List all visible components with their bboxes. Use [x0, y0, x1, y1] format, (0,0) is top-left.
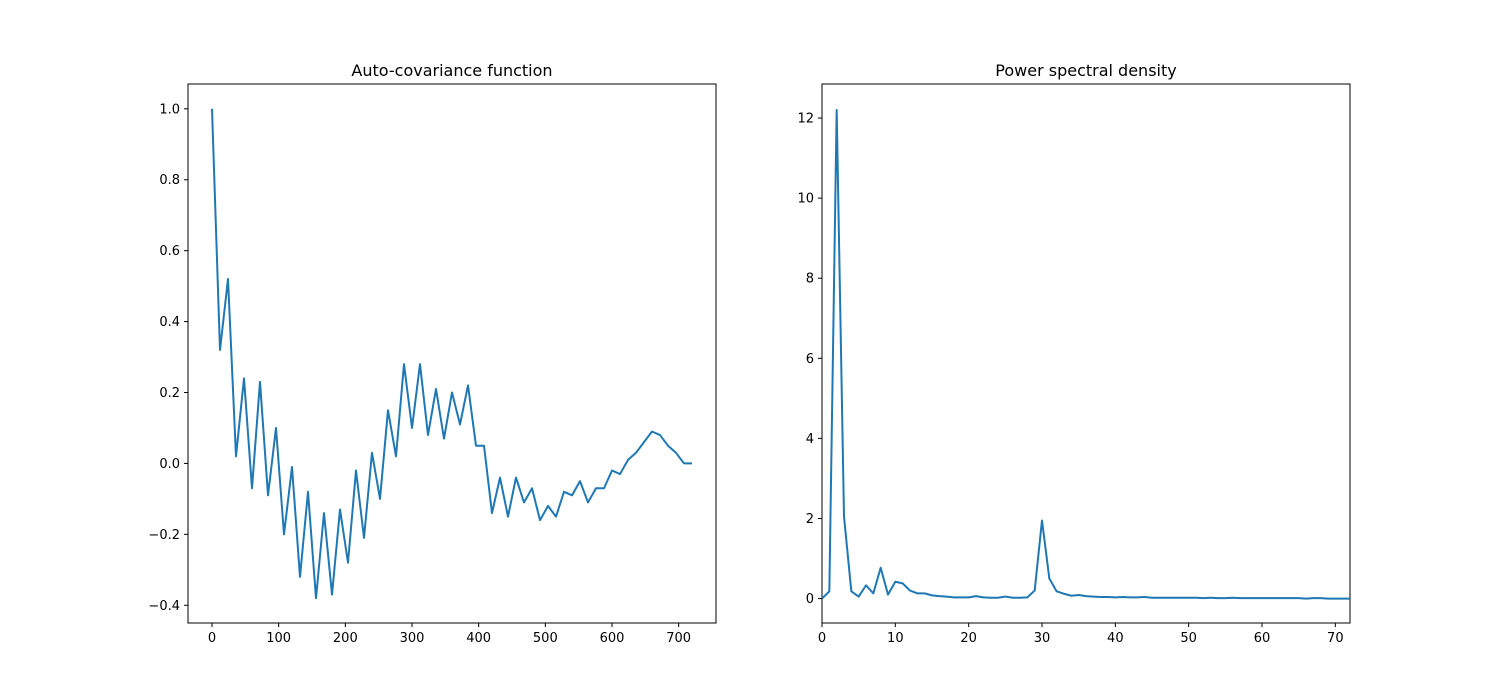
psd-x-tick-label: 30 — [1034, 631, 1051, 646]
psd-y-tick-label: 6 — [806, 352, 814, 367]
acf-y-tick-label: 0.2 — [159, 386, 180, 401]
psd-x-tick-label: 10 — [887, 631, 904, 646]
psd-axes-frame — [821, 83, 1351, 624]
acf-x-tick-label: 200 — [333, 631, 358, 646]
acf-y-tick-label: −0.2 — [148, 528, 180, 543]
psd-y-tick-label: 4 — [806, 432, 814, 447]
psd-x-tick-label: 40 — [1107, 631, 1124, 646]
acf-y-axis: −0.4 −0.2 0.0 0.2 0.4 0.6 0.8 1.0 — [148, 102, 188, 614]
acf-y-tick-label: 0.6 — [159, 244, 180, 259]
psd-y-tick-label: 8 — [806, 272, 814, 287]
acf-x-tick-label: 0 — [208, 631, 216, 646]
acf-y-tick-label: 0.0 — [159, 457, 180, 472]
psd-x-tick-label: 0 — [818, 631, 826, 646]
acf-x-tick-label: 600 — [600, 631, 625, 646]
psd-x-tick-label: 60 — [1254, 631, 1271, 646]
acf-x-tick-label: 500 — [533, 631, 558, 646]
psd-x-tick-label: 70 — [1327, 631, 1344, 646]
acf-x-tick-label: 700 — [666, 631, 691, 646]
psd-plot-area — [821, 109, 1350, 600]
psd-x-tick-label: 20 — [960, 631, 977, 646]
psd-y-tick-label: 0 — [806, 592, 814, 607]
psd-y-tick-label: 10 — [797, 192, 814, 207]
acf-chart-title: Auto-covariance function — [351, 61, 552, 80]
psd-chart-title: Power spectral density — [995, 61, 1176, 80]
psd-x-tick-label: 50 — [1180, 631, 1197, 646]
acf-chart: Auto-covariance function 0 100 200 300 400 50… — [148, 61, 717, 646]
acf-axes-frame — [187, 83, 717, 624]
acf-y-tick-label: −0.4 — [148, 599, 180, 614]
psd-y-tick-label: 12 — [797, 112, 814, 127]
psd-chart: Power spectral density 0 10 20 30 40 50 60 70 0… — [797, 61, 1351, 646]
acf-x-tick-label: 100 — [266, 631, 291, 646]
psd-series-line — [821, 109, 1350, 600]
acf-series-line — [211, 108, 692, 600]
psd-y-axis: 0 2 4 6 8 10 12 — [797, 112, 822, 607]
acf-y-tick-label: 1.0 — [159, 102, 180, 117]
psd-y-tick-label: 2 — [806, 512, 814, 527]
acf-y-tick-label: 0.4 — [159, 315, 180, 330]
psd-x-axis: 0 10 20 30 40 50 60 70 — [818, 623, 1344, 646]
acf-x-tick-label: 300 — [400, 631, 425, 646]
acf-y-tick-label: 0.8 — [159, 173, 180, 188]
acf-x-tick-label: 400 — [466, 631, 491, 646]
acf-x-axis: 0 100 200 300 400 500 600 700 — [208, 623, 691, 646]
acf-plot-area — [211, 108, 692, 600]
